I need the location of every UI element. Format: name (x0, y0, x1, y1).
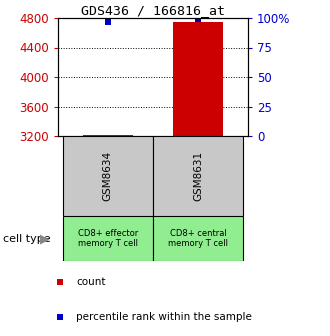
Text: CD8+ central
memory T cell: CD8+ central memory T cell (168, 229, 228, 248)
Text: percentile rank within the sample: percentile rank within the sample (76, 312, 252, 322)
Bar (153, 216, 244, 261)
Text: GSM8634: GSM8634 (103, 151, 113, 201)
Text: ▶: ▶ (40, 232, 50, 245)
Bar (62, 136, 153, 216)
Bar (62, 216, 153, 261)
Title: GDS436 / 166816_at: GDS436 / 166816_at (81, 4, 225, 17)
Text: CD8+ effector
memory T cell: CD8+ effector memory T cell (78, 229, 138, 248)
Text: cell type: cell type (3, 234, 51, 244)
Text: count: count (76, 277, 105, 287)
Bar (83, 135, 133, 136)
Bar (153, 136, 244, 216)
Bar (173, 22, 223, 136)
Text: GSM8631: GSM8631 (193, 151, 203, 201)
